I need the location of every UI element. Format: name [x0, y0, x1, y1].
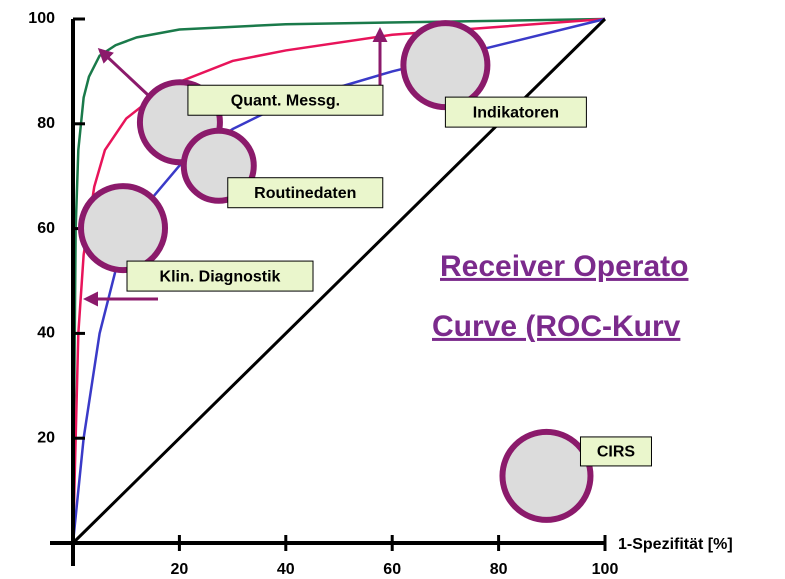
label-box — [444, 96, 587, 128]
label-box — [126, 260, 314, 292]
bubble — [78, 183, 169, 274]
title-line: Receiver Operato — [440, 250, 688, 283]
x-tick-label: 80 — [490, 561, 508, 578]
bubble-label: Klin. Diagnostik — [160, 268, 281, 285]
label-box — [579, 436, 652, 467]
bubble-label: Quant. Messg. — [231, 92, 340, 109]
bubble — [400, 20, 491, 111]
x-tick-label: 20 — [171, 561, 189, 578]
x-tick-label: 40 — [277, 561, 295, 578]
arrow — [97, 47, 150, 97]
label-box — [187, 84, 384, 116]
y-tick-label: 60 — [37, 220, 55, 237]
bubble-label: Indikatoren — [473, 104, 559, 121]
y-tick-label: 40 — [37, 325, 55, 342]
x-tick-label: 100 — [592, 561, 619, 578]
bubble-label: CIRS — [597, 444, 636, 461]
label-box — [227, 177, 384, 209]
y-tick-label: 100 — [28, 10, 55, 27]
bubble-label: Routinedaten — [254, 185, 356, 202]
x-axis-label: 1-Spezifität [%] — [618, 536, 733, 553]
bubble — [499, 428, 594, 523]
title-line: Curve (ROC-Kurv — [432, 310, 681, 343]
x-tick-label: 60 — [383, 561, 401, 578]
line-series — [71, 17, 606, 544]
y-tick-label: 80 — [37, 115, 55, 132]
y-tick-label: 20 — [37, 429, 55, 446]
